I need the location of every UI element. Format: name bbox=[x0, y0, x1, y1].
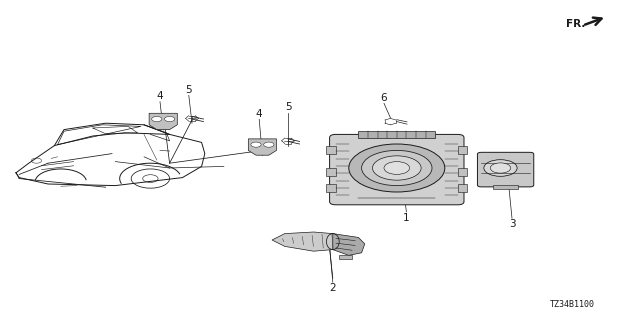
Text: FR.: FR. bbox=[566, 19, 586, 29]
Polygon shape bbox=[149, 113, 177, 130]
Circle shape bbox=[164, 116, 175, 122]
Circle shape bbox=[264, 142, 274, 147]
Text: 4: 4 bbox=[157, 91, 163, 101]
FancyBboxPatch shape bbox=[477, 152, 534, 187]
Circle shape bbox=[484, 160, 517, 176]
Polygon shape bbox=[333, 234, 365, 255]
Circle shape bbox=[152, 116, 162, 122]
Text: 4: 4 bbox=[256, 108, 262, 119]
FancyBboxPatch shape bbox=[339, 255, 352, 259]
Polygon shape bbox=[272, 232, 342, 251]
Circle shape bbox=[349, 144, 445, 192]
Text: 5: 5 bbox=[285, 102, 291, 112]
Text: 2: 2 bbox=[330, 283, 336, 293]
Text: 5: 5 bbox=[186, 84, 192, 95]
FancyBboxPatch shape bbox=[458, 168, 467, 176]
FancyBboxPatch shape bbox=[326, 184, 336, 192]
FancyBboxPatch shape bbox=[458, 184, 467, 192]
FancyBboxPatch shape bbox=[458, 146, 467, 154]
Text: 6: 6 bbox=[381, 92, 387, 103]
Circle shape bbox=[490, 163, 511, 173]
FancyBboxPatch shape bbox=[326, 168, 336, 176]
Circle shape bbox=[362, 150, 432, 186]
Text: 1: 1 bbox=[403, 212, 410, 223]
FancyBboxPatch shape bbox=[326, 146, 336, 154]
FancyBboxPatch shape bbox=[358, 131, 435, 138]
Circle shape bbox=[384, 162, 410, 174]
Text: 3: 3 bbox=[509, 219, 515, 229]
FancyBboxPatch shape bbox=[330, 134, 464, 205]
Polygon shape bbox=[248, 139, 276, 155]
Circle shape bbox=[372, 156, 421, 180]
Text: TZ34B1100: TZ34B1100 bbox=[550, 300, 595, 309]
FancyBboxPatch shape bbox=[493, 185, 518, 189]
Circle shape bbox=[251, 142, 261, 147]
